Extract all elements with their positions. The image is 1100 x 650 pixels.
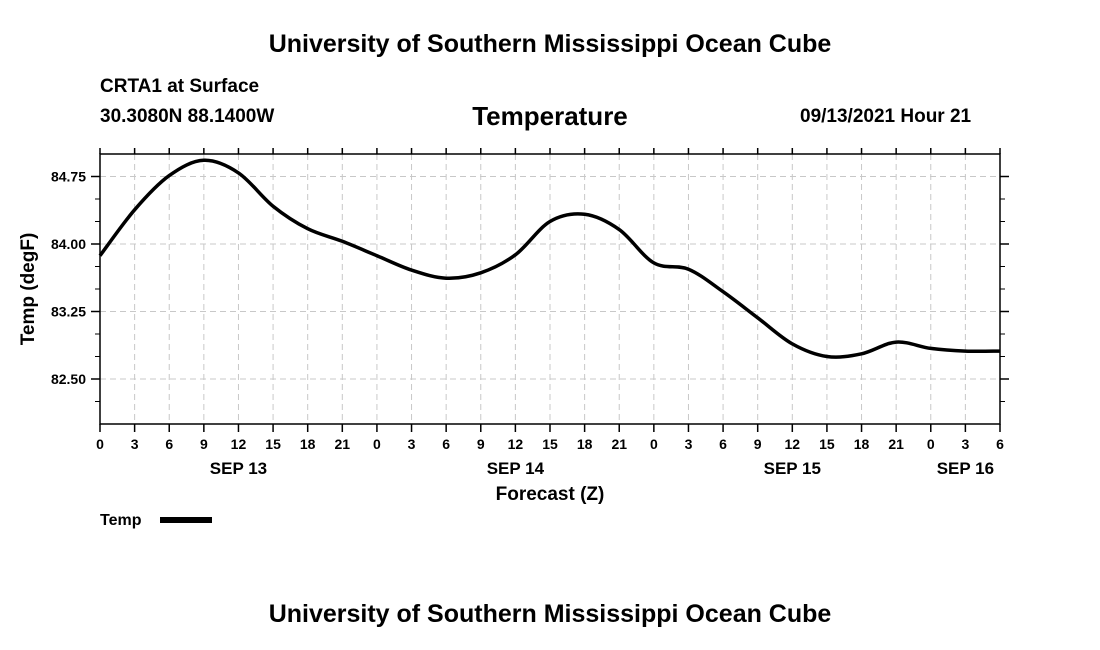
y-tick-label: 84.75 [51,169,86,185]
x-tick-label: 6 [442,436,450,452]
main-title: University of Southern Mississippi Ocean… [268,30,832,58]
x-tick-label: 21 [335,436,351,452]
series-line-temp [98,158,1001,359]
x-tick-label: 21 [611,436,627,452]
x-tick-label: 18 [854,436,870,452]
station-label: CRTA1 at Surface [100,76,260,97]
x-tick-label: 12 [508,436,524,452]
x-tick-label: 3 [961,436,969,452]
x-tick-label: 0 [650,436,658,452]
x-tick-label: 12 [785,436,801,452]
x-day-label: SEP 14 [487,459,545,478]
x-tick-label: 9 [477,436,485,452]
x-tick-label: 9 [754,436,762,452]
x-tick-label: 15 [265,436,281,452]
x-tick-label: 6 [719,436,727,452]
x-tick-label: 15 [819,436,835,452]
x-tick-label: 18 [577,436,593,452]
y-tick-label: 83.25 [51,304,86,320]
x-day-label: SEP 15 [764,459,821,478]
chart-title: Temperature [472,101,628,131]
y-tick-label: 82.50 [51,371,86,387]
x-tick-label: 21 [888,436,904,452]
x-tick-label: 15 [542,436,558,452]
x-tick-label: 6 [165,436,173,452]
x-day-label: SEP 16 [937,459,994,478]
x-tick-label: 3 [408,436,416,452]
x-tick-label: 12 [231,436,247,452]
x-tick-label: 18 [300,436,316,452]
footer-title: University of Southern Mississippi Ocean… [268,600,832,628]
legend-label: Temp [100,512,142,529]
y-tick-label: 84.00 [51,236,86,252]
issued-time: 09/13/2021 Hour 21 [800,106,972,127]
x-axis-label: Forecast (Z) [496,484,605,505]
x-tick-label: 0 [373,436,381,452]
x-tick-label: 9 [200,436,208,452]
x-tick-label: 6 [996,436,1004,452]
x-tick-label: 0 [96,436,104,452]
x-day-label: SEP 13 [210,459,267,478]
x-tick-label: 3 [685,436,693,452]
station-coordinates: 30.3080N 88.1400W [100,106,275,127]
plot-frame [99,153,1001,425]
x-tick-label: 3 [131,436,139,452]
y-axis-label: Temp (degF) [18,233,39,346]
x-tick-label: 0 [927,436,935,452]
